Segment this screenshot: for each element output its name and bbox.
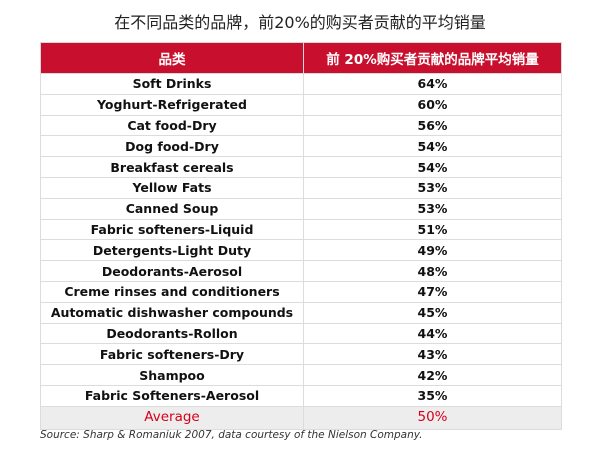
row-category: Deodorants-Rollon (40, 322, 304, 345)
row-share: 60% (303, 93, 562, 116)
row-category: Detergents-Light Duty (40, 239, 304, 262)
chart-title: 在不同品类的品牌，前20%的购买者贡献的平均销量 (114, 13, 486, 32)
table-row: Soft Drinks 64% (40, 73, 562, 95)
table-row: Deodorants-Rollon 44% (40, 322, 562, 345)
table-row: Cat food-Dry 56% (40, 114, 562, 137)
table-row: Breakfast cereals 54% (40, 156, 562, 178)
row-category: Yellow Fats (40, 176, 304, 199)
table-row: Shampoo 42% (40, 364, 562, 386)
header-category: 品类 (40, 42, 304, 74)
row-category: Canned Soup (40, 197, 304, 220)
table-row: Canned Soup 53% (40, 197, 562, 220)
row-share: 49% (303, 239, 562, 262)
table-row: Fabric Softeners-Aerosol 35% (40, 384, 562, 407)
row-category: Yoghurt-Refrigerated (40, 93, 304, 116)
row-category: Cat food-Dry (40, 114, 304, 137)
row-share: 43% (303, 343, 562, 366)
average-value: 50% (303, 405, 562, 430)
header-share: 前 20%购买者贡献的品牌平均销量 (303, 42, 562, 74)
row-category: Shampoo (40, 364, 304, 386)
average-row: Average 50% (40, 405, 562, 430)
row-share: 64% (303, 73, 562, 95)
row-category: Fabric softeners-Liquid (40, 218, 304, 241)
table-row: Creme rinses and conditioners 47% (40, 280, 562, 303)
row-share: 47% (303, 280, 562, 303)
row-share: 51% (303, 218, 562, 241)
row-share: 54% (303, 135, 562, 158)
row-category: Creme rinses and conditioners (40, 280, 304, 303)
table-row: Deodorants-Aerosol 48% (40, 260, 562, 282)
row-category: Deodorants-Aerosol (40, 260, 304, 282)
row-share: 35% (303, 384, 562, 407)
table-row: Yellow Fats 53% (40, 176, 562, 199)
table-row: Fabric softeners-Dry 43% (40, 343, 562, 366)
row-share: 54% (303, 156, 562, 178)
table-row: Automatic dishwasher compounds 45% (40, 301, 562, 324)
source-note: Source: Sharp & Romaniuk 2007, data cour… (40, 429, 423, 441)
table-body: Soft Drinks 64% Yoghurt-Refrigerated 60% Cat… (40, 73, 562, 430)
average-label: Average (40, 405, 304, 430)
row-share: 53% (303, 197, 562, 220)
header-row: 品类 前 20%购买者贡献的品牌平均销量 (40, 42, 562, 74)
table-row: Yoghurt-Refrigerated 60% (40, 93, 562, 116)
row-share: 53% (303, 176, 562, 199)
data-table: 品类 前 20%购买者贡献的品牌平均销量 Soft Drinks 64% Yoghu… (40, 42, 562, 430)
row-category: Breakfast cereals (40, 156, 304, 178)
row-category: Fabric softeners-Dry (40, 343, 304, 366)
table-row: Dog food-Dry 54% (40, 135, 562, 158)
table-row: Fabric softeners-Liquid 51% (40, 218, 562, 241)
row-share: 56% (303, 114, 562, 137)
table-row: Detergents-Light Duty 49% (40, 239, 562, 262)
row-category: Fabric Softeners-Aerosol (40, 384, 304, 407)
row-category: Dog food-Dry (40, 135, 304, 158)
row-category: Soft Drinks (40, 73, 304, 95)
row-share: 45% (303, 301, 562, 324)
row-category: Automatic dishwasher compounds (40, 301, 304, 324)
row-share: 44% (303, 322, 562, 345)
row-share: 48% (303, 260, 562, 282)
row-share: 42% (303, 364, 562, 386)
